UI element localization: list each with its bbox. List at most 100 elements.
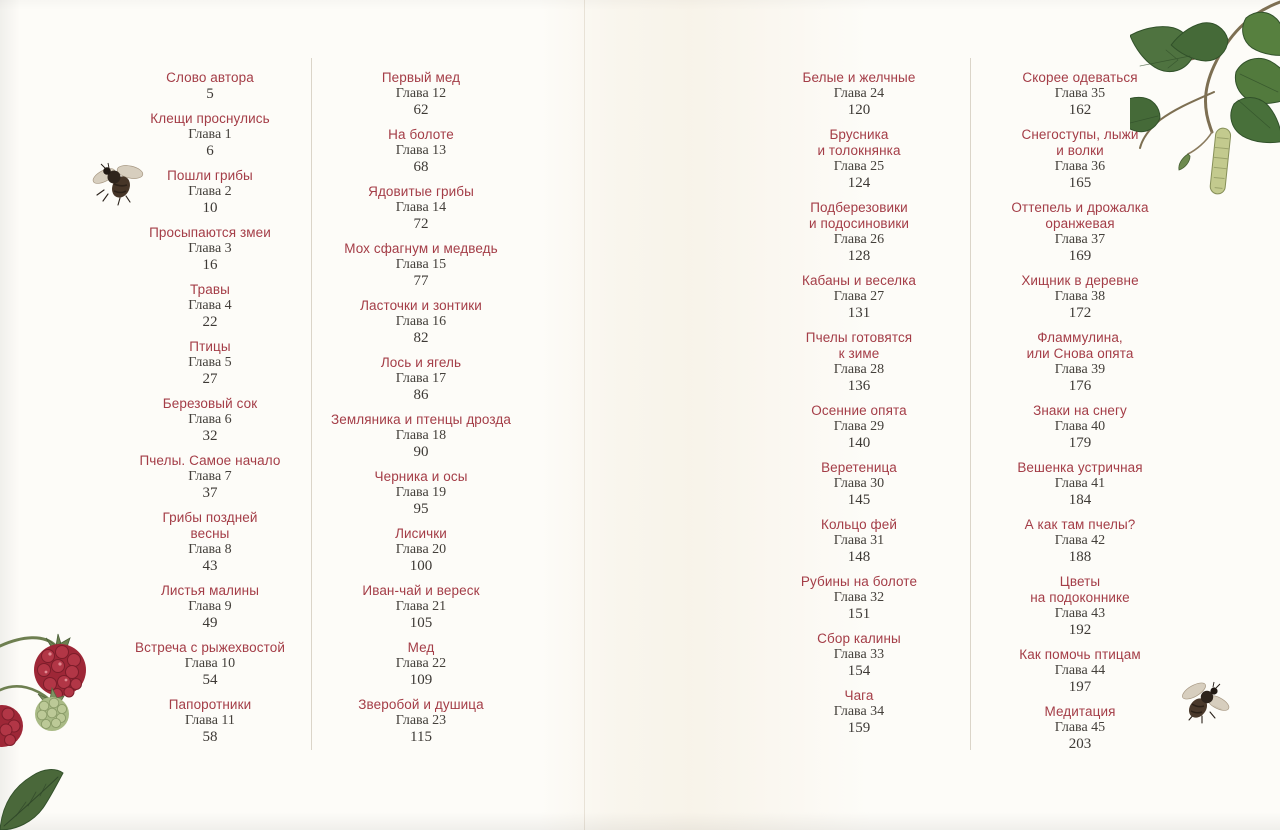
chapter-label: Глава 20 bbox=[395, 542, 447, 557]
bee-body bbox=[1182, 681, 1230, 724]
page-edge-shadow-top bbox=[0, 0, 1280, 10]
chapter-label: Глава 29 bbox=[833, 419, 885, 434]
page-gutter-line bbox=[584, 0, 585, 830]
chapter-label: Глава 36 bbox=[1054, 159, 1106, 174]
page-number: 140 bbox=[847, 435, 871, 451]
chapter-label: Глава 11 bbox=[185, 713, 235, 728]
page-number: 5 bbox=[206, 86, 214, 102]
toc-entry: Птицы Глава 5 27 bbox=[188, 339, 231, 387]
chapter-title: Мед bbox=[407, 640, 435, 655]
toc-entry: Осенние опята Глава 29 140 bbox=[811, 403, 906, 451]
chapter-title: Грибы поздней весны bbox=[162, 510, 258, 541]
toc-entry: Знаки на снегу Глава 40 179 bbox=[1033, 403, 1127, 451]
page-number: 22 bbox=[202, 314, 218, 330]
bee-illustration bbox=[1182, 681, 1230, 724]
toc-entry: Зверобой и душица Глава 23 115 bbox=[358, 697, 483, 745]
toc-entry: Черника и осы Глава 19 95 bbox=[374, 469, 467, 517]
chapter-label: Глава 26 bbox=[833, 232, 885, 247]
toc-entry: Подберезовики и подосиновики Глава 26 128 bbox=[809, 200, 909, 264]
page-number: 105 bbox=[409, 615, 433, 631]
page-number: 90 bbox=[413, 444, 429, 460]
page-number: 188 bbox=[1068, 549, 1092, 565]
page-number: 6 bbox=[206, 143, 214, 159]
chapter-title: Осенние опята bbox=[811, 403, 907, 418]
chapter-title: Чага bbox=[844, 688, 874, 703]
chapter-label: Глава 40 bbox=[1054, 419, 1106, 434]
page-number: 49 bbox=[202, 615, 218, 631]
toc-entry: Папоротники Глава 11 58 bbox=[169, 697, 251, 745]
birch-bud bbox=[1178, 153, 1191, 171]
chapter-title: Белые и желчные bbox=[802, 70, 916, 85]
toc-entry: Белые и желчные Глава 24 120 bbox=[803, 70, 916, 118]
chapter-label: Глава 4 bbox=[188, 298, 232, 313]
toc-entry: Ласточки и зонтики Глава 16 82 bbox=[360, 298, 482, 346]
chapter-label: Глава 37 bbox=[1054, 232, 1106, 247]
page-number: 151 bbox=[847, 606, 871, 622]
chapter-label: Глава 18 bbox=[395, 428, 447, 443]
toc-entry: Встреча с рыжехвостой Глава 10 54 bbox=[135, 640, 285, 688]
page-number: 162 bbox=[1068, 102, 1092, 118]
page-number: 148 bbox=[847, 549, 871, 565]
page-number: 62 bbox=[413, 102, 429, 118]
raspberry-calyx bbox=[45, 633, 71, 651]
chapter-label: Глава 12 bbox=[395, 86, 447, 101]
toc-entry: Цветы на подоконнике Глава 43 192 bbox=[1030, 574, 1130, 638]
toc-entry: Веретеница Глава 30 145 bbox=[821, 460, 897, 508]
chapter-title: Пошли грибы bbox=[167, 168, 253, 183]
toc-column-3: Белые и желчные Глава 24 120 Брусника и тол… bbox=[759, 70, 959, 736]
page-number: 145 bbox=[847, 492, 871, 508]
toc-column-1: Слово автора 5 Клещи проснулись Глава 1 6 Пош… bbox=[110, 70, 310, 745]
toc-entry: Слово автора 5 bbox=[166, 70, 254, 102]
page-number: 109 bbox=[409, 672, 433, 688]
toc-entry: Пошли грибы Глава 2 10 bbox=[167, 168, 253, 216]
chapter-title: Медитация bbox=[1044, 704, 1116, 719]
page-number: 128 bbox=[847, 248, 871, 264]
birch-catkin bbox=[1209, 127, 1232, 195]
chapter-title: Черника и осы bbox=[374, 469, 468, 484]
chapter-title: Фламмулина, или Снова опята bbox=[1026, 330, 1134, 361]
toc-entry: На болоте Глава 13 68 bbox=[388, 127, 454, 175]
chapter-label: Глава 38 bbox=[1054, 289, 1106, 304]
chapter-title: Цветы на подоконнике bbox=[1030, 574, 1130, 605]
column-divider-right-page bbox=[970, 58, 971, 750]
toc-entry: Фламмулина, или Снова опята Глава 39 176 bbox=[1027, 330, 1134, 394]
chapter-title: Птицы bbox=[189, 339, 231, 354]
chapter-title: Иван-чай и вереск bbox=[362, 583, 480, 598]
chapter-title: Листья малины bbox=[160, 583, 260, 598]
page-number: 176 bbox=[1068, 378, 1092, 394]
page-number: 100 bbox=[409, 558, 433, 574]
page-number: 159 bbox=[847, 720, 871, 736]
chapter-title: На болоте bbox=[388, 127, 454, 142]
toc-entry: Снегоступы, лыжи и волки Глава 36 165 bbox=[1022, 127, 1139, 191]
toc-entry: Пчелы. Самое начало Глава 7 37 bbox=[140, 453, 281, 501]
chapter-label: Глава 19 bbox=[395, 485, 447, 500]
raspberry-berry-green bbox=[35, 686, 69, 731]
page-number: 154 bbox=[847, 663, 871, 679]
page-number: 72 bbox=[413, 216, 429, 232]
toc-entry: А как там пчелы? Глава 42 188 bbox=[1025, 517, 1136, 565]
chapter-title: Слово автора bbox=[166, 70, 254, 85]
toc-entry: Пчелы готовятся к зиме Глава 28 136 bbox=[806, 330, 912, 394]
toc-entry: Земляника и птенцы дрозда Глава 18 90 bbox=[331, 412, 511, 460]
page-number: 124 bbox=[847, 175, 871, 191]
chapter-title: Папоротники bbox=[168, 697, 252, 712]
chapter-label: Глава 30 bbox=[833, 476, 885, 491]
page-number: 95 bbox=[413, 501, 429, 517]
page-number: 77 bbox=[413, 273, 429, 289]
toc-entry: Чага Глава 34 159 bbox=[834, 688, 884, 736]
chapter-label: Глава 34 bbox=[833, 704, 885, 719]
chapter-title: Травы bbox=[190, 282, 230, 297]
chapter-label: Глава 35 bbox=[1054, 86, 1106, 101]
toc-entry: Хищник в деревне Глава 38 172 bbox=[1021, 273, 1138, 321]
toc-entry: Первый мед Глава 12 62 bbox=[382, 70, 460, 118]
page-number: 165 bbox=[1068, 175, 1092, 191]
column-divider-left-page bbox=[311, 58, 312, 750]
chapter-title: Первый мед bbox=[381, 70, 461, 85]
toc-entry: Кабаны и веселка Глава 27 131 bbox=[802, 273, 916, 321]
page-number: 192 bbox=[1068, 622, 1092, 638]
chapter-label: Глава 45 bbox=[1054, 720, 1106, 735]
raspberry-berry-red bbox=[34, 644, 86, 700]
toc-entry: Как помочь птицам Глава 44 197 bbox=[1019, 647, 1140, 695]
page-number: 68 bbox=[413, 159, 429, 175]
page-gutter-shade bbox=[540, 0, 870, 830]
